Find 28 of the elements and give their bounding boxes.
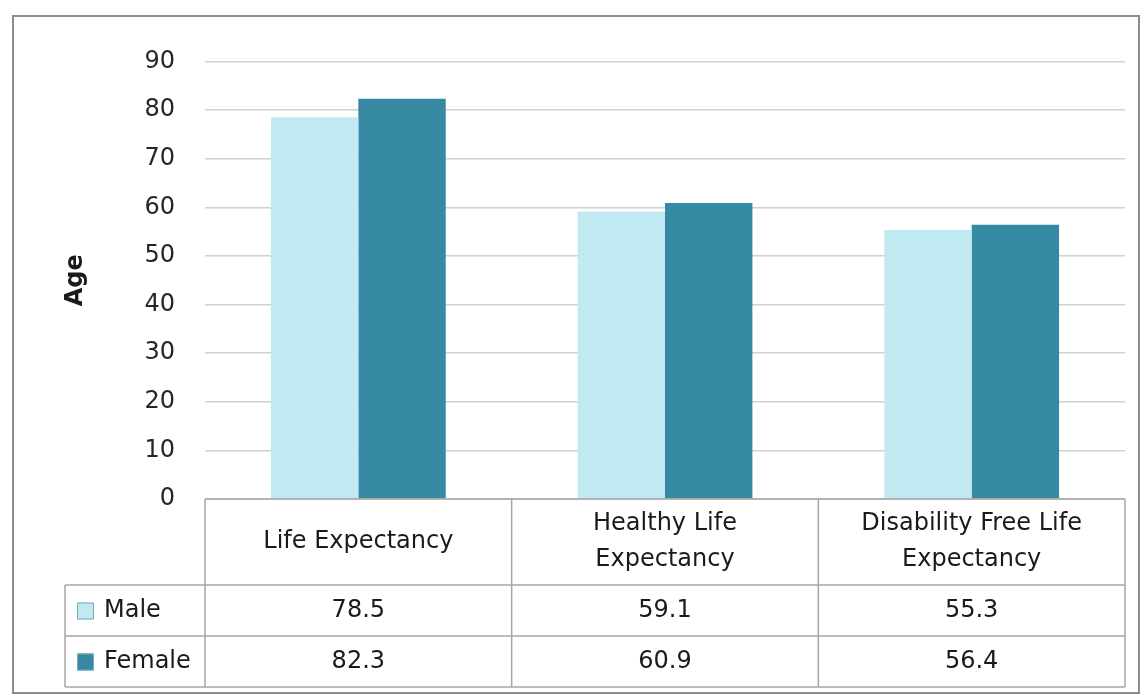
bar <box>971 224 1060 499</box>
data-label: 56.4 <box>944 645 999 674</box>
y-tick-label: 0 <box>159 483 175 512</box>
data-label: 55.3 <box>944 594 999 623</box>
bar <box>358 98 446 499</box>
x-tick-label: Life Expectancy <box>263 526 454 555</box>
y-tick-label: 70 <box>144 142 175 171</box>
data-label: 78.5 <box>331 594 386 623</box>
y-tick-label: 90 <box>144 45 175 74</box>
y-tick-label: 50 <box>144 240 175 269</box>
data-label: 82.3 <box>331 645 386 674</box>
bar <box>270 117 359 499</box>
legend-label: Female <box>104 645 191 674</box>
y-axis-title: Age <box>59 254 88 307</box>
x-tick-label: Healthy Life Expectancy <box>593 508 737 573</box>
y-tick-label: 20 <box>144 385 175 414</box>
data-label: 60.9 <box>638 645 692 674</box>
y-tick-label: 30 <box>144 337 175 366</box>
y-tick-label: 10 <box>144 434 175 463</box>
bar <box>665 202 753 499</box>
x-tick-label: Disability Free Life Expectancy <box>861 508 1082 573</box>
y-tick-label: 40 <box>144 288 175 317</box>
y-tick-label: 80 <box>144 94 175 123</box>
data-label: 59.1 <box>638 594 692 623</box>
bar <box>577 211 665 499</box>
bar <box>884 230 972 499</box>
legend-label: Male <box>104 594 161 623</box>
y-tick-label: 60 <box>144 191 175 220</box>
